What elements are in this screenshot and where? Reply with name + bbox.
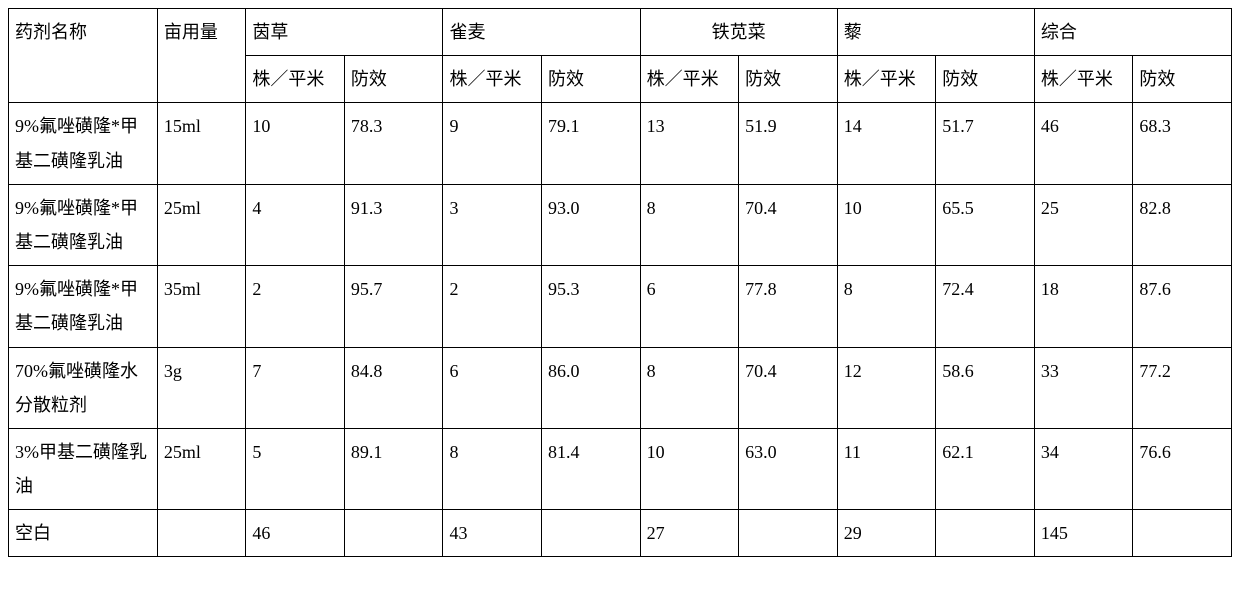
col-subheader-density: 株／平米 xyxy=(640,56,739,103)
col-subheader-density: 株／平米 xyxy=(443,56,542,103)
cell-effect xyxy=(1133,510,1232,557)
cell-name: 空白 xyxy=(9,510,158,557)
cell-effect: 78.3 xyxy=(344,103,443,184)
cell-density: 43 xyxy=(443,510,542,557)
cell-effect xyxy=(542,510,641,557)
cell-effect: 95.3 xyxy=(542,266,641,347)
table-row: 9%氟唑磺隆*甲基二磺隆乳油35ml295.7295.3677.8872.418… xyxy=(9,266,1232,347)
table-row: 70%氟唑磺隆水分散粒剂3g784.8686.0870.41258.63377.… xyxy=(9,347,1232,428)
cell-density: 46 xyxy=(1034,103,1133,184)
cell-density: 14 xyxy=(837,103,936,184)
cell-density: 34 xyxy=(1034,428,1133,509)
cell-effect: 62.1 xyxy=(936,428,1035,509)
cell-effect: 93.0 xyxy=(542,184,641,265)
cell-effect: 82.8 xyxy=(1133,184,1232,265)
cell-name: 9%氟唑磺隆*甲基二磺隆乳油 xyxy=(9,184,158,265)
col-header-group: 综合 xyxy=(1034,9,1231,56)
cell-density: 29 xyxy=(837,510,936,557)
cell-density: 2 xyxy=(246,266,345,347)
table-row: 9%氟唑磺隆*甲基二磺隆乳油25ml491.3393.0870.41065.52… xyxy=(9,184,1232,265)
cell-dose: 25ml xyxy=(157,428,246,509)
cell-density: 7 xyxy=(246,347,345,428)
cell-effect: 79.1 xyxy=(542,103,641,184)
cell-density: 46 xyxy=(246,510,345,557)
cell-effect: 51.7 xyxy=(936,103,1035,184)
cell-effect: 76.6 xyxy=(1133,428,1232,509)
cell-effect: 70.4 xyxy=(739,347,838,428)
cell-effect xyxy=(936,510,1035,557)
cell-effect: 65.5 xyxy=(936,184,1035,265)
cell-dose: 15ml xyxy=(157,103,246,184)
cell-density: 8 xyxy=(837,266,936,347)
cell-dose: 3g xyxy=(157,347,246,428)
cell-effect xyxy=(739,510,838,557)
cell-effect: 89.1 xyxy=(344,428,443,509)
cell-density: 4 xyxy=(246,184,345,265)
cell-density: 10 xyxy=(246,103,345,184)
cell-density: 27 xyxy=(640,510,739,557)
cell-effect: 70.4 xyxy=(739,184,838,265)
cell-effect: 51.9 xyxy=(739,103,838,184)
cell-density: 145 xyxy=(1034,510,1133,557)
cell-name: 3%甲基二磺隆乳油 xyxy=(9,428,158,509)
col-header-dose: 亩用量 xyxy=(157,9,246,103)
col-header-group: 茵草 xyxy=(246,9,443,56)
col-subheader-effect: 防效 xyxy=(739,56,838,103)
cell-dose: 35ml xyxy=(157,266,246,347)
cell-effect: 87.6 xyxy=(1133,266,1232,347)
cell-density: 11 xyxy=(837,428,936,509)
cell-name: 9%氟唑磺隆*甲基二磺隆乳油 xyxy=(9,103,158,184)
cell-density: 25 xyxy=(1034,184,1133,265)
col-header-name: 药剂名称 xyxy=(9,9,158,103)
cell-density: 8 xyxy=(443,428,542,509)
table-header: 药剂名称 亩用量 茵草 雀麦 铁苋菜 藜 综合 株／平米 防效 株／平米 防效 … xyxy=(9,9,1232,103)
cell-density: 13 xyxy=(640,103,739,184)
cell-effect: 91.3 xyxy=(344,184,443,265)
cell-density: 10 xyxy=(837,184,936,265)
col-subheader-effect: 防效 xyxy=(542,56,641,103)
cell-density: 33 xyxy=(1034,347,1133,428)
cell-effect xyxy=(344,510,443,557)
col-subheader-density: 株／平米 xyxy=(246,56,345,103)
cell-effect: 58.6 xyxy=(936,347,1035,428)
cell-effect: 77.8 xyxy=(739,266,838,347)
cell-name: 9%氟唑磺隆*甲基二磺隆乳油 xyxy=(9,266,158,347)
col-subheader-density: 株／平米 xyxy=(837,56,936,103)
table-row: 9%氟唑磺隆*甲基二磺隆乳油15ml1078.3979.11351.91451.… xyxy=(9,103,1232,184)
col-header-group: 雀麦 xyxy=(443,9,640,56)
cell-density: 9 xyxy=(443,103,542,184)
cell-density: 8 xyxy=(640,347,739,428)
cell-density: 8 xyxy=(640,184,739,265)
table-row: 3%甲基二磺隆乳油25ml589.1881.41063.01162.13476.… xyxy=(9,428,1232,509)
cell-density: 5 xyxy=(246,428,345,509)
efficacy-table: 药剂名称 亩用量 茵草 雀麦 铁苋菜 藜 综合 株／平米 防效 株／平米 防效 … xyxy=(8,8,1232,557)
cell-effect: 81.4 xyxy=(542,428,641,509)
cell-density: 18 xyxy=(1034,266,1133,347)
cell-dose xyxy=(157,510,246,557)
col-subheader-effect: 防效 xyxy=(936,56,1035,103)
col-subheader-density: 株／平米 xyxy=(1034,56,1133,103)
col-subheader-effect: 防效 xyxy=(1133,56,1232,103)
col-header-group: 铁苋菜 xyxy=(640,9,837,56)
cell-effect: 84.8 xyxy=(344,347,443,428)
cell-effect: 77.2 xyxy=(1133,347,1232,428)
cell-name: 70%氟唑磺隆水分散粒剂 xyxy=(9,347,158,428)
cell-density: 10 xyxy=(640,428,739,509)
cell-effect: 68.3 xyxy=(1133,103,1232,184)
cell-effect: 63.0 xyxy=(739,428,838,509)
col-subheader-effect: 防效 xyxy=(344,56,443,103)
table-row: 空白 46 43 27 29 145 xyxy=(9,510,1232,557)
table-body: 9%氟唑磺隆*甲基二磺隆乳油15ml1078.3979.11351.91451.… xyxy=(9,103,1232,557)
cell-density: 3 xyxy=(443,184,542,265)
cell-effect: 86.0 xyxy=(542,347,641,428)
cell-density: 6 xyxy=(640,266,739,347)
cell-dose: 25ml xyxy=(157,184,246,265)
cell-density: 6 xyxy=(443,347,542,428)
cell-density: 12 xyxy=(837,347,936,428)
cell-density: 2 xyxy=(443,266,542,347)
cell-effect: 72.4 xyxy=(936,266,1035,347)
cell-effect: 95.7 xyxy=(344,266,443,347)
col-header-group: 藜 xyxy=(837,9,1034,56)
